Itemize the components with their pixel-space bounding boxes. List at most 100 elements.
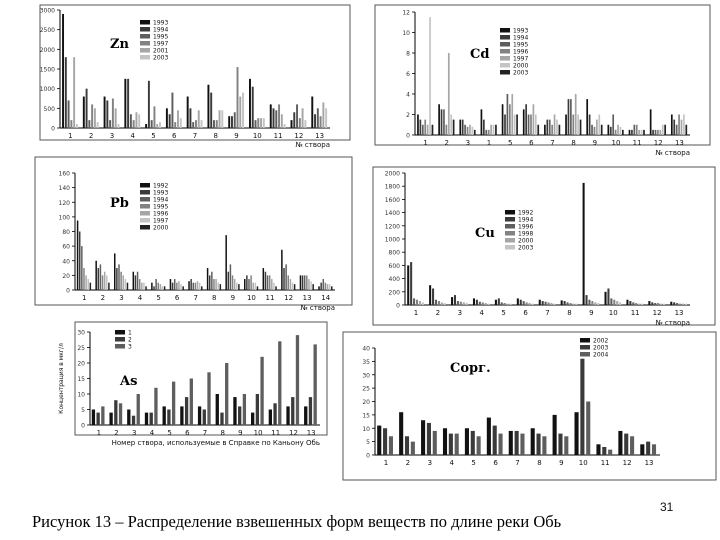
cu-bar: [522, 301, 525, 305]
cu-x-tick-label: 2: [436, 309, 440, 317]
cd-bar: [567, 99, 570, 135]
as-bar: [96, 412, 100, 425]
cd-bar: [670, 114, 673, 135]
as-legend-swatch: [115, 330, 125, 335]
cd-x-tick-label: 7: [550, 139, 554, 147]
corg-bar: [520, 433, 525, 455]
cd-x-tick-label: 6: [529, 139, 534, 147]
corg-x-tick-label: 12: [623, 459, 632, 467]
pb-bar: [180, 284, 182, 290]
cu-y-tick-label: 2000: [385, 171, 400, 178]
pb-legend-label: 1994: [153, 197, 168, 204]
zn-x-tick-label: 7: [193, 132, 197, 140]
as-bar: [268, 409, 272, 425]
pb-bar: [250, 275, 252, 290]
as-bar: [136, 394, 140, 425]
corg-bar: [399, 412, 404, 455]
cu-x-tick-label: 13: [675, 309, 684, 317]
zn-bar: [207, 84, 210, 128]
cu-bar: [566, 302, 569, 305]
cd-bar: [614, 129, 617, 135]
cd-legend-label: 1997: [513, 56, 528, 63]
corg-legend-label: 2002: [593, 338, 608, 345]
pb-x-tick-label: 10: [247, 294, 256, 302]
pb-bar: [134, 275, 137, 290]
pb-bar: [103, 271, 106, 290]
cu-x-tick-label: 5: [501, 309, 505, 317]
cd-bar: [612, 114, 615, 135]
zn-y-tick-label: 2000: [40, 47, 55, 54]
cd-y-tick-label: 10: [402, 30, 410, 37]
zn-bar: [218, 110, 221, 128]
zn-bar: [117, 124, 120, 128]
corg-bar: [404, 436, 410, 455]
pb-x-tick-label: 7: [193, 294, 197, 302]
pb-bar: [320, 282, 322, 290]
corg-bar: [442, 428, 448, 455]
cu-bar: [478, 301, 481, 305]
zn-bar: [153, 106, 156, 128]
cd-bar: [657, 129, 659, 135]
pb-legend-swatch: [140, 211, 150, 216]
cd-bar: [659, 129, 662, 135]
zn-bar: [93, 108, 96, 128]
cd-bar: [516, 114, 518, 135]
pb-title: Pb: [110, 196, 129, 211]
zn-bar: [275, 110, 278, 128]
cd-bar: [508, 104, 511, 135]
zn-bar: [325, 108, 328, 128]
cu-bar: [616, 301, 619, 305]
cd-bar: [607, 124, 610, 135]
pb-bar: [299, 275, 302, 290]
as-bar: [162, 406, 166, 425]
pb-bar: [312, 284, 314, 290]
pb-bar: [169, 279, 172, 290]
zn-bar: [221, 110, 224, 128]
corg-legend-swatch: [580, 352, 590, 357]
as-bar: [260, 356, 264, 425]
zn-bar: [254, 120, 257, 128]
corg-legend-label: 2004: [593, 352, 608, 359]
pb-y-tick-label: 40: [62, 258, 70, 265]
corg-x-tick-label: 11: [601, 459, 610, 467]
cd-bar: [570, 99, 572, 135]
as-bar: [220, 412, 224, 425]
cd-bar: [683, 114, 685, 135]
cd-legend-swatch: [500, 35, 510, 40]
as-x-tick-label: 4: [150, 429, 155, 437]
zn-legend-swatch: [140, 20, 150, 25]
cd-bar: [680, 119, 683, 135]
cd-bar: [490, 124, 492, 135]
as-bar: [225, 363, 229, 425]
zn-bar: [103, 96, 106, 128]
cd-x-tick-label: 3: [466, 139, 470, 147]
corg-y-tick-label: 0: [366, 453, 370, 460]
cu-bar: [531, 303, 534, 305]
pb-legend-swatch: [140, 218, 150, 223]
cd-legend-label: 2003: [513, 70, 528, 77]
pb-legend-label: 2000: [153, 225, 168, 232]
pb-x-tick-label: 12: [284, 294, 293, 302]
corg-x-tick-label: 10: [579, 459, 588, 467]
pb-bar: [318, 286, 320, 290]
as-y-tick-label: 15: [77, 376, 85, 383]
cu-bar: [662, 303, 666, 305]
cu-legend-label: 1994: [518, 217, 533, 224]
cd-bar: [530, 114, 532, 135]
pb-bar: [238, 284, 240, 290]
zn-bar: [260, 118, 263, 128]
cd-x-tick-label: 1: [423, 139, 427, 147]
cd-bar: [622, 129, 624, 135]
corg-y-tick-label: 20: [362, 399, 370, 406]
cu-bar: [547, 302, 550, 305]
corg-bar: [536, 433, 541, 455]
corg-bar: [630, 436, 635, 455]
corg-bar: [564, 436, 569, 455]
cu-x-tick-label: 10: [609, 309, 618, 317]
pb-bar: [171, 282, 174, 290]
cd-bar: [495, 124, 497, 135]
pb-x-tick-label: 3: [119, 294, 123, 302]
zn-bar: [311, 96, 314, 128]
